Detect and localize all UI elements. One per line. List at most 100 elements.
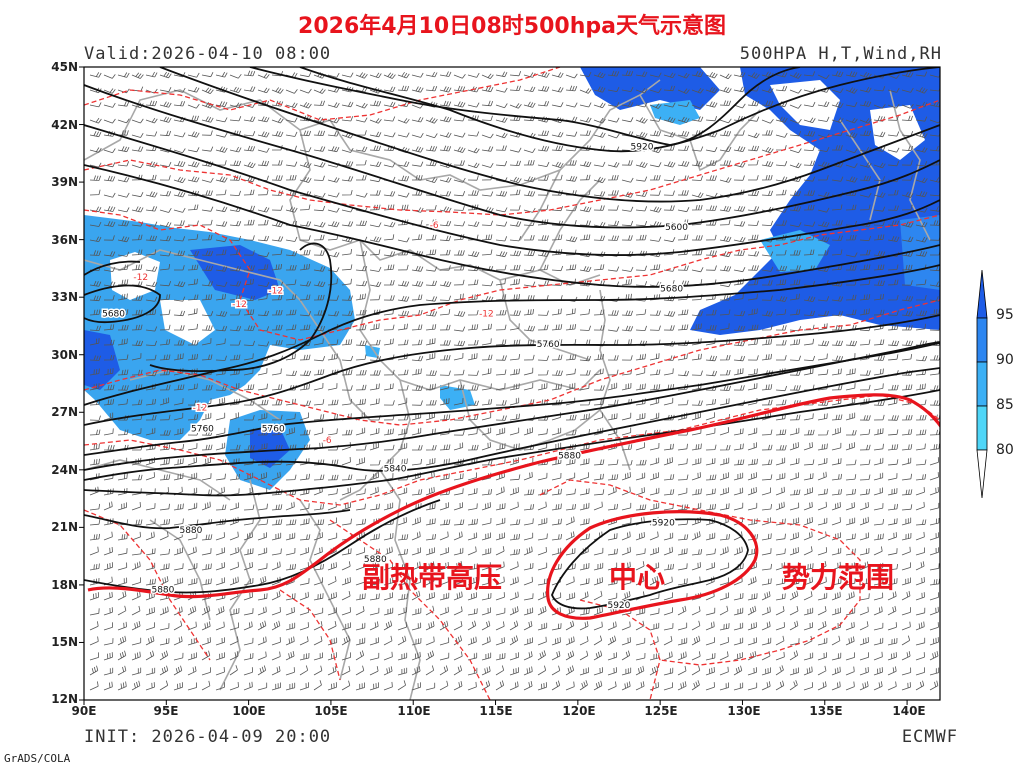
wind-barb	[607, 399, 619, 406]
wind-barb	[257, 563, 268, 571]
wind-barb	[425, 219, 437, 226]
wind-barb	[831, 635, 841, 646]
wind-barb	[915, 459, 927, 466]
wind-barb	[677, 458, 688, 466]
wind-barb	[635, 637, 646, 646]
wind-barb	[411, 682, 421, 691]
wind-barb	[467, 279, 479, 286]
wind-barb	[215, 652, 225, 661]
wind-barb	[551, 503, 562, 511]
wind-barb	[341, 176, 354, 182]
wind-barb	[243, 637, 254, 646]
wind-barb	[524, 235, 535, 241]
wind-barb	[117, 207, 130, 213]
wind-barb	[901, 175, 913, 181]
wind-barb	[901, 415, 913, 421]
wind-barb	[425, 324, 437, 331]
wind-barb	[803, 234, 815, 241]
wind-barb	[747, 265, 759, 271]
wind-barb	[859, 444, 871, 451]
wind-barb	[831, 384, 843, 391]
wind-barb	[327, 102, 340, 108]
wind-barb	[453, 221, 466, 227]
wind-barb	[509, 501, 519, 511]
wind-barb	[355, 340, 368, 347]
wind-barb	[89, 383, 100, 391]
wind-barb	[509, 519, 521, 526]
wind-barb	[89, 147, 102, 153]
wind-barb	[915, 415, 927, 421]
wind-barb	[369, 339, 381, 346]
wind-barb	[817, 207, 830, 213]
wind-barb	[565, 382, 576, 391]
wind-barb	[229, 561, 239, 571]
wind-barb	[145, 206, 158, 212]
wind-barb	[747, 667, 757, 676]
wind-barb	[887, 605, 897, 616]
wind-barb	[257, 131, 270, 138]
wind-barb	[187, 621, 197, 631]
wind-barb	[565, 472, 576, 481]
wind-barb	[775, 189, 787, 196]
wind-barb	[299, 652, 310, 661]
wind-barb	[761, 606, 771, 616]
wind-barb	[257, 532, 267, 541]
wind-barb	[411, 146, 424, 153]
wind-barb	[859, 561, 869, 571]
wind-barb	[341, 310, 353, 316]
wind-barb	[579, 636, 589, 646]
wind-barb	[215, 385, 227, 391]
wind-barb	[817, 74, 830, 80]
wind-barb	[369, 100, 382, 107]
wind-barb	[117, 429, 129, 436]
wind-barb	[117, 293, 128, 301]
wind-barb	[341, 652, 351, 661]
wind-barb	[131, 295, 143, 301]
wind-barb	[131, 474, 143, 481]
wind-barb	[313, 266, 326, 272]
wind-barb	[748, 175, 759, 181]
wind-barb	[776, 445, 787, 451]
wind-barb	[201, 87, 214, 94]
wind-barb	[579, 355, 592, 362]
wind-barb	[187, 131, 200, 138]
wind-barb	[145, 635, 155, 646]
wind-barb	[747, 593, 758, 601]
wind-barb	[915, 279, 927, 286]
wind-barb	[439, 382, 450, 391]
wind-barb	[439, 637, 450, 646]
wind-barb	[705, 548, 716, 556]
wind-barb	[201, 354, 213, 361]
wind-barb	[649, 72, 662, 78]
wind-barb	[537, 533, 548, 541]
wind-barb	[229, 175, 241, 181]
wind-barb	[593, 562, 604, 571]
wind-barb	[327, 267, 340, 273]
wind-barb	[663, 651, 673, 661]
wind-barb	[859, 474, 871, 481]
height-contour-label: 5920	[607, 601, 630, 611]
wind-barb	[719, 503, 730, 511]
wind-barb	[565, 175, 578, 182]
wind-barb	[341, 487, 351, 496]
wind-barb	[537, 622, 548, 631]
wind-barb	[873, 162, 886, 169]
wind-barb	[845, 383, 856, 391]
wind-barb	[579, 546, 589, 556]
wind-barb	[607, 205, 619, 211]
wind-barb	[607, 533, 618, 541]
wind-barb	[173, 531, 183, 541]
temperature-contour-label: -12	[232, 300, 247, 310]
wind-barb	[383, 681, 393, 691]
wind-barb	[117, 502, 127, 511]
wind-barb	[551, 607, 561, 616]
wind-barb	[509, 354, 521, 361]
wind-barb	[915, 177, 928, 184]
wind-barb	[285, 532, 296, 541]
wind-barb	[663, 563, 674, 571]
wind-barb	[887, 279, 899, 286]
wind-barb	[621, 177, 634, 183]
wind-barb	[705, 652, 716, 661]
wind-barb	[551, 488, 562, 496]
wind-barb	[327, 146, 340, 153]
